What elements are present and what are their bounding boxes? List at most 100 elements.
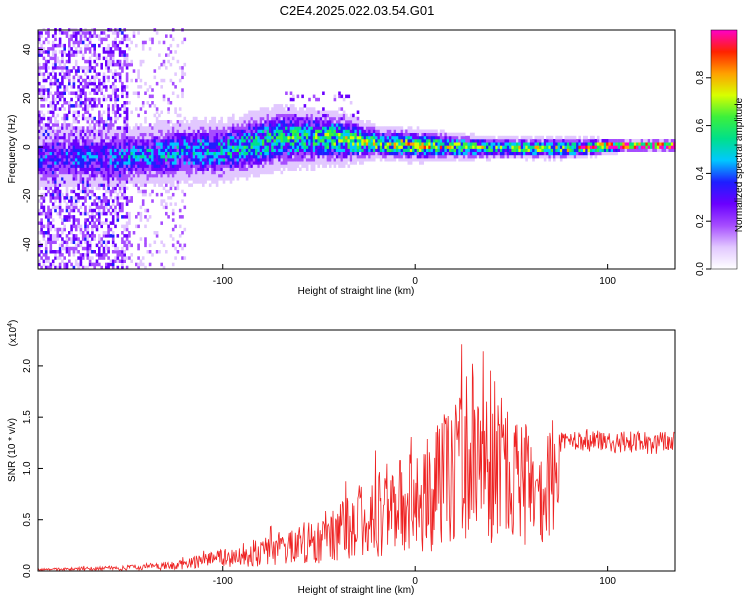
- heatmap-cell: [564, 145, 568, 149]
- heatmap-cell: [206, 164, 210, 168]
- heatmap-cell: [310, 139, 314, 143]
- heatmap-cell: [245, 113, 249, 118]
- heatmap-cell: [377, 145, 381, 149]
- heatmap-cell: [356, 139, 360, 143]
- heatmap-cell: [148, 170, 152, 175]
- heatmap-cell: [49, 224, 53, 229]
- heatmap-cell: [252, 142, 256, 146]
- heatmap-cell: [114, 113, 117, 118]
- heatmap-cell: [44, 192, 48, 197]
- heatmap-cell: [412, 139, 415, 143]
- heatmap-cell: [335, 120, 339, 124]
- heatmap-cell: [63, 123, 66, 127]
- heatmap-cell: [287, 129, 290, 133]
- heatmap-cell: [208, 142, 212, 146]
- heatmap-cell: [54, 123, 57, 127]
- heatmap-cell: [442, 151, 445, 156]
- heatmap-cell: [130, 154, 133, 159]
- heatmap-cell: [63, 167, 66, 171]
- heatmap-cell: [165, 173, 168, 178]
- heatmap-cell: [137, 154, 140, 159]
- heatmap-cell: [292, 97, 295, 102]
- heatmap-cell: [407, 154, 411, 159]
- heatmap-cell: [490, 154, 494, 159]
- heatmap-cell: [58, 234, 62, 238]
- heatmap-cell: [192, 135, 196, 140]
- heatmap-cell: [77, 97, 80, 102]
- heatmap-cell: [315, 158, 318, 162]
- heatmap-cell: [273, 135, 277, 140]
- heatmap-cell: [70, 231, 73, 235]
- heatmap-cell: [77, 154, 80, 159]
- heatmap-cell: [84, 78, 87, 83]
- heatmap-cell: [268, 158, 272, 162]
- heatmap-cell: [356, 154, 360, 159]
- heatmap-cell: [259, 145, 263, 149]
- heatmap-cell: [241, 170, 244, 175]
- heatmap-cell: [361, 126, 364, 130]
- heatmap-cell: [139, 135, 143, 140]
- heatmap-cell: [426, 135, 429, 140]
- heatmap-cell: [190, 123, 193, 127]
- heatmap-cell: [238, 126, 242, 130]
- heatmap-cell: [250, 135, 254, 140]
- heatmap-cell: [419, 145, 422, 149]
- heatmap-cell: [183, 161, 187, 165]
- heatmap-cell: [74, 53, 78, 57]
- heatmap-cell: [229, 135, 233, 140]
- heatmap-cell: [74, 202, 78, 206]
- heatmap-cell: [141, 129, 145, 133]
- heatmap-cell: [153, 123, 157, 127]
- heatmap-cell: [118, 177, 122, 181]
- heatmap-cell: [116, 234, 120, 238]
- heatmap-cell: [264, 145, 267, 149]
- heatmap-cell: [111, 161, 115, 165]
- heatmap-cell: [88, 56, 92, 61]
- heatmap-cell: [368, 126, 371, 130]
- heatmap-cell: [137, 173, 140, 178]
- heatmap-cell: [222, 161, 226, 165]
- heatmap-cell: [245, 132, 249, 137]
- heatmap-cell: [68, 72, 71, 76]
- heatmap-cell: [354, 135, 357, 140]
- heatmap-cell: [476, 148, 480, 152]
- heatmap-cell: [370, 139, 374, 143]
- heatmap-cell: [305, 135, 309, 140]
- heatmap-cell: [365, 123, 369, 127]
- heatmap-cell: [47, 142, 50, 146]
- heatmap-cell: [268, 151, 272, 156]
- heatmap-cell: [252, 132, 256, 137]
- heatmap-cell: [449, 154, 452, 159]
- heatmap-cell: [317, 135, 320, 140]
- heatmap-cell: [160, 192, 163, 197]
- heatmap-cell: [197, 132, 200, 137]
- heatmap-cell: [137, 243, 140, 248]
- heatmap-cell: [386, 126, 390, 130]
- heatmap-cell: [183, 173, 187, 178]
- heatmap-cell: [557, 135, 561, 140]
- heatmap-cell: [292, 110, 295, 114]
- heatmap-cell: [419, 139, 422, 143]
- heatmap-cell: [121, 208, 124, 213]
- heatmap-cell: [165, 189, 168, 194]
- heatmap-cell: [340, 139, 344, 143]
- heatmap-cell: [446, 148, 450, 152]
- heatmap-cell: [54, 256, 57, 260]
- heatmap-cell: [72, 53, 76, 57]
- heatmap-cell: [116, 104, 120, 108]
- heatmap-cell: [40, 94, 43, 99]
- heatmap-cell: [74, 259, 78, 263]
- heatmap-cell: [398, 139, 401, 143]
- heatmap-cell: [102, 37, 106, 42]
- heatmap-cell: [123, 120, 126, 124]
- heatmap-cell: [312, 154, 316, 159]
- heatmap-cell: [211, 173, 214, 178]
- heatmap-cell: [135, 164, 138, 168]
- heatmap-cell: [342, 139, 346, 143]
- heatmap-cell: [243, 142, 247, 146]
- heatmap-cell: [352, 123, 355, 127]
- heatmap-cell: [458, 148, 461, 152]
- heatmap-cell: [548, 135, 551, 140]
- heatmap-cell: [428, 142, 431, 146]
- heatmap-cell: [109, 116, 113, 121]
